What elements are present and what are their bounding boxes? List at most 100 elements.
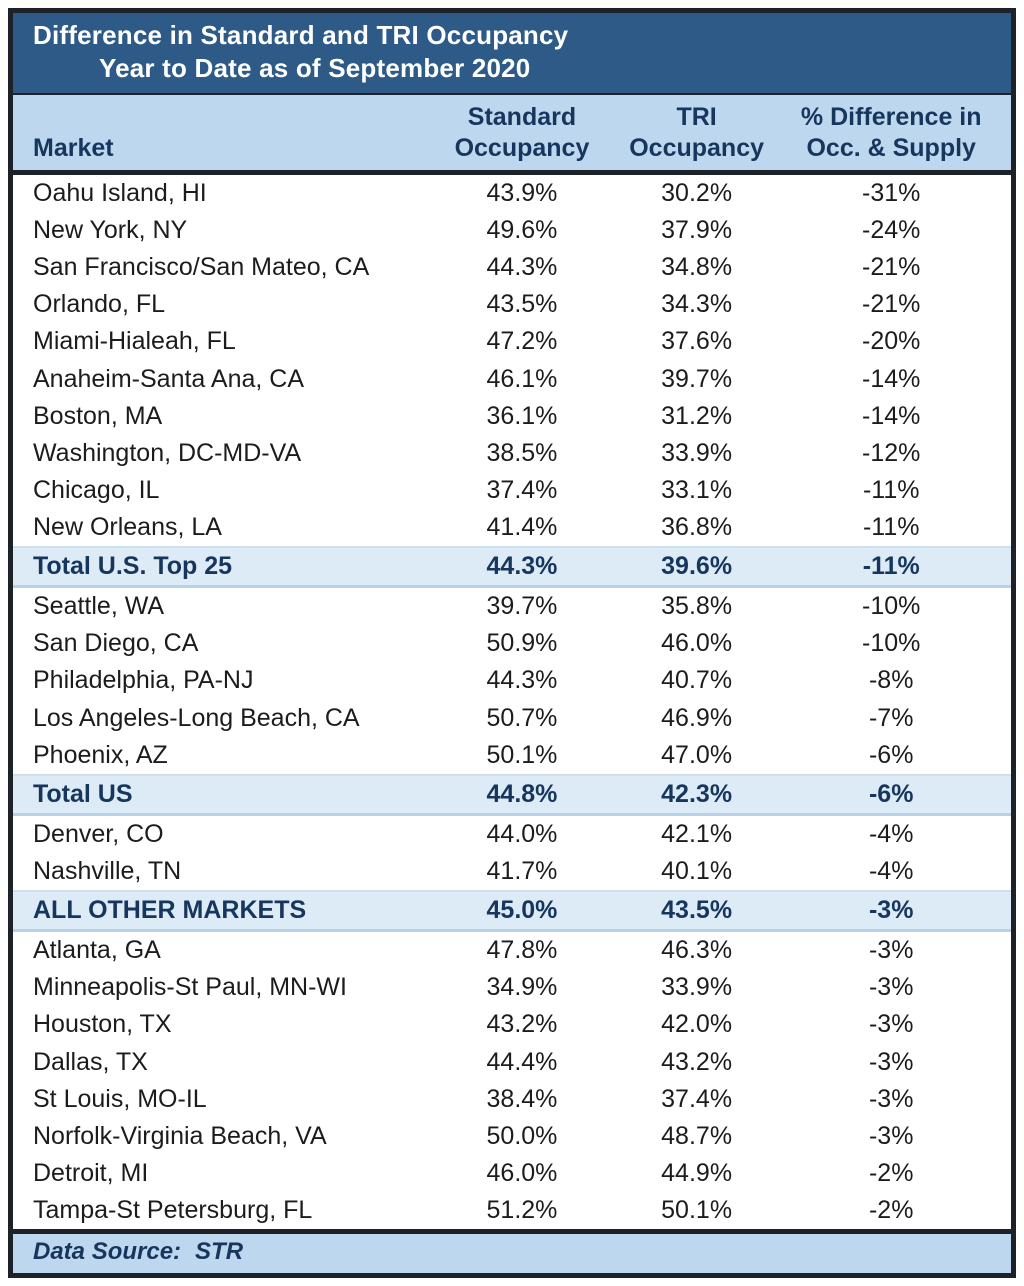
cell-difference: -3% <box>868 1047 914 1076</box>
cell-difference: -3% <box>868 1121 914 1150</box>
table-row: Washington, DC-MD-VA 38.5% 33.9% -12% <box>13 434 1011 472</box>
table-row: Chicago, IL 37.4% 33.1% -11% <box>13 471 1011 509</box>
cell-tri-occupancy: 46.9% <box>661 703 733 732</box>
cell-standard-occupancy: 43.2% <box>486 1010 558 1039</box>
cell-standard-occupancy: 47.8% <box>486 936 558 965</box>
cell-standard-occupancy: 38.5% <box>486 438 558 467</box>
cell-tri-occupancy: 42.1% <box>661 819 733 848</box>
cell-standard-occupancy: 44.3% <box>486 552 558 581</box>
cell-standard-occupancy: 43.5% <box>486 290 558 319</box>
cell-standard-occupancy: 41.7% <box>486 857 558 886</box>
cell-difference: -14% <box>862 364 921 393</box>
cell-difference: -3% <box>868 973 914 1002</box>
cell-standard-occupancy: 50.1% <box>486 740 558 769</box>
cell-tri-occupancy: 50.1% <box>661 1196 733 1224</box>
cell-market: Houston, TX <box>33 1010 172 1039</box>
cell-standard-occupancy: 44.8% <box>486 779 558 808</box>
cell-tri-occupancy: 33.1% <box>661 475 733 504</box>
cell-standard-occupancy: 46.1% <box>486 364 558 393</box>
cell-market: St Louis, MO-IL <box>33 1084 207 1113</box>
cell-standard-occupancy: 44.3% <box>486 253 558 282</box>
cell-market: New York, NY <box>33 216 188 245</box>
table-row: Norfolk-Virginia Beach, VA 50.0% 48.7% -… <box>13 1117 1011 1155</box>
cell-tri-occupancy: 42.3% <box>661 779 733 808</box>
table-row: Miami-Hialeah, FL 47.2% 37.6% -20% <box>13 323 1011 361</box>
cell-standard-occupancy: 49.6% <box>486 216 558 245</box>
table-row: Detroit, MI 46.0% 44.9% -2% <box>13 1154 1011 1192</box>
cell-standard-occupancy: 44.0% <box>486 819 558 848</box>
cell-market: Nashville, TN <box>33 857 182 886</box>
cell-market: Denver, CO <box>33 819 164 848</box>
cell-difference: -21% <box>862 290 921 319</box>
cell-difference: -3% <box>868 896 914 925</box>
cell-market: Philadelphia, PA-NJ <box>33 666 254 695</box>
table-row: St Louis, MO-IL 38.4% 37.4% -3% <box>13 1080 1011 1118</box>
table-row: Total US 44.8% 42.3% -6% <box>13 773 1011 816</box>
cell-difference: -24% <box>862 216 921 245</box>
table-row: Seattle, WA 39.7% 35.8% -10% <box>13 588 1011 626</box>
cell-difference: -4% <box>868 819 914 848</box>
column-header-standard-line1: Standard <box>467 103 577 131</box>
column-header-tri-line1: TRI <box>676 103 717 131</box>
cell-tri-occupancy: 33.9% <box>661 438 733 467</box>
cell-market: Atlanta, GA <box>33 936 161 965</box>
table-title-line1: Difference in Standard and TRI Occupancy <box>33 20 569 50</box>
cell-difference: -2% <box>868 1158 914 1187</box>
cell-standard-occupancy: 43.9% <box>486 179 558 208</box>
table-row: San Diego, CA 50.9% 46.0% -10% <box>13 625 1011 663</box>
column-header-row: Market Standard Occupancy TRI Occupancy … <box>13 95 1011 175</box>
cell-difference: -2% <box>868 1196 914 1224</box>
cell-tri-occupancy: 39.6% <box>661 552 733 581</box>
cell-tri-occupancy: 40.1% <box>661 857 733 886</box>
cell-standard-occupancy: 39.7% <box>486 592 558 621</box>
cell-tri-occupancy: 39.7% <box>661 364 733 393</box>
table-row: Minneapolis-St Paul, MN-WI 34.9% 33.9% -… <box>13 969 1011 1007</box>
cell-tri-occupancy: 30.2% <box>661 179 733 208</box>
cell-difference: -20% <box>862 327 921 356</box>
cell-market: Washington, DC-MD-VA <box>33 438 302 467</box>
cell-standard-occupancy: 36.1% <box>486 401 558 430</box>
cell-market: Los Angeles-Long Beach, CA <box>33 703 360 732</box>
cell-tri-occupancy: 46.3% <box>661 936 733 965</box>
column-header-standard-occupancy: Standard Occupancy <box>422 102 622 164</box>
cell-tri-occupancy: 47.0% <box>661 740 733 769</box>
cell-market: Seattle, WA <box>33 592 165 621</box>
cell-market: Norfolk-Virginia Beach, VA <box>33 1121 327 1150</box>
cell-market: Oahu Island, HI <box>33 179 207 208</box>
cell-standard-occupancy: 44.3% <box>486 666 558 695</box>
cell-tri-occupancy: 34.3% <box>661 290 733 319</box>
cell-difference: -8% <box>868 666 914 695</box>
table-row: Phoenix, AZ 50.1% 47.0% -6% <box>13 736 1011 774</box>
cell-market: Miami-Hialeah, FL <box>33 327 236 356</box>
table-row: Boston, MA 36.1% 31.2% -14% <box>13 397 1011 435</box>
cell-market: Total US <box>33 779 133 808</box>
cell-standard-occupancy: 46.0% <box>486 1158 558 1187</box>
column-header-tri-line2: Occupancy <box>629 134 764 162</box>
cell-market: San Diego, CA <box>33 629 199 658</box>
data-source-bar: Data Source: STR <box>13 1229 1011 1273</box>
cell-tri-occupancy: 31.2% <box>661 401 733 430</box>
cell-market: Total U.S. Top 25 <box>33 552 233 581</box>
table-title-bar: Difference in Standard and TRI Occupancy… <box>13 13 1011 95</box>
table-row: San Francisco/San Mateo, CA 44.3% 34.8% … <box>13 249 1011 287</box>
cell-standard-occupancy: 50.9% <box>486 629 558 658</box>
cell-tri-occupancy: 40.7% <box>661 666 733 695</box>
cell-standard-occupancy: 45.0% <box>486 896 558 925</box>
table-row: Total U.S. Top 25 44.3% 39.6% -11% <box>13 546 1011 589</box>
cell-market: ALL OTHER MARKETS <box>33 896 307 925</box>
cell-tri-occupancy: 37.9% <box>661 216 733 245</box>
cell-tri-occupancy: 48.7% <box>661 1121 733 1150</box>
table-row: New Orleans, LA 41.4% 36.8% -11% <box>13 508 1011 547</box>
cell-market: Chicago, IL <box>33 475 160 504</box>
data-source-value: STR <box>195 1238 244 1265</box>
data-source-label: Data Source: <box>33 1238 182 1265</box>
cell-tri-occupancy: 37.4% <box>661 1084 733 1113</box>
table-row: Orlando, FL 43.5% 34.3% -21% <box>13 286 1011 324</box>
cell-market: Detroit, MI <box>33 1158 149 1187</box>
table-row: New York, NY 49.6% 37.9% -24% <box>13 212 1011 250</box>
cell-market: New Orleans, LA <box>33 513 222 542</box>
cell-difference: -14% <box>862 401 921 430</box>
cell-market: San Francisco/San Mateo, CA <box>33 253 370 282</box>
cell-tri-occupancy: 33.9% <box>661 973 733 1002</box>
table-row: Los Angeles-Long Beach, CA 50.7% 46.9% -… <box>13 699 1011 737</box>
